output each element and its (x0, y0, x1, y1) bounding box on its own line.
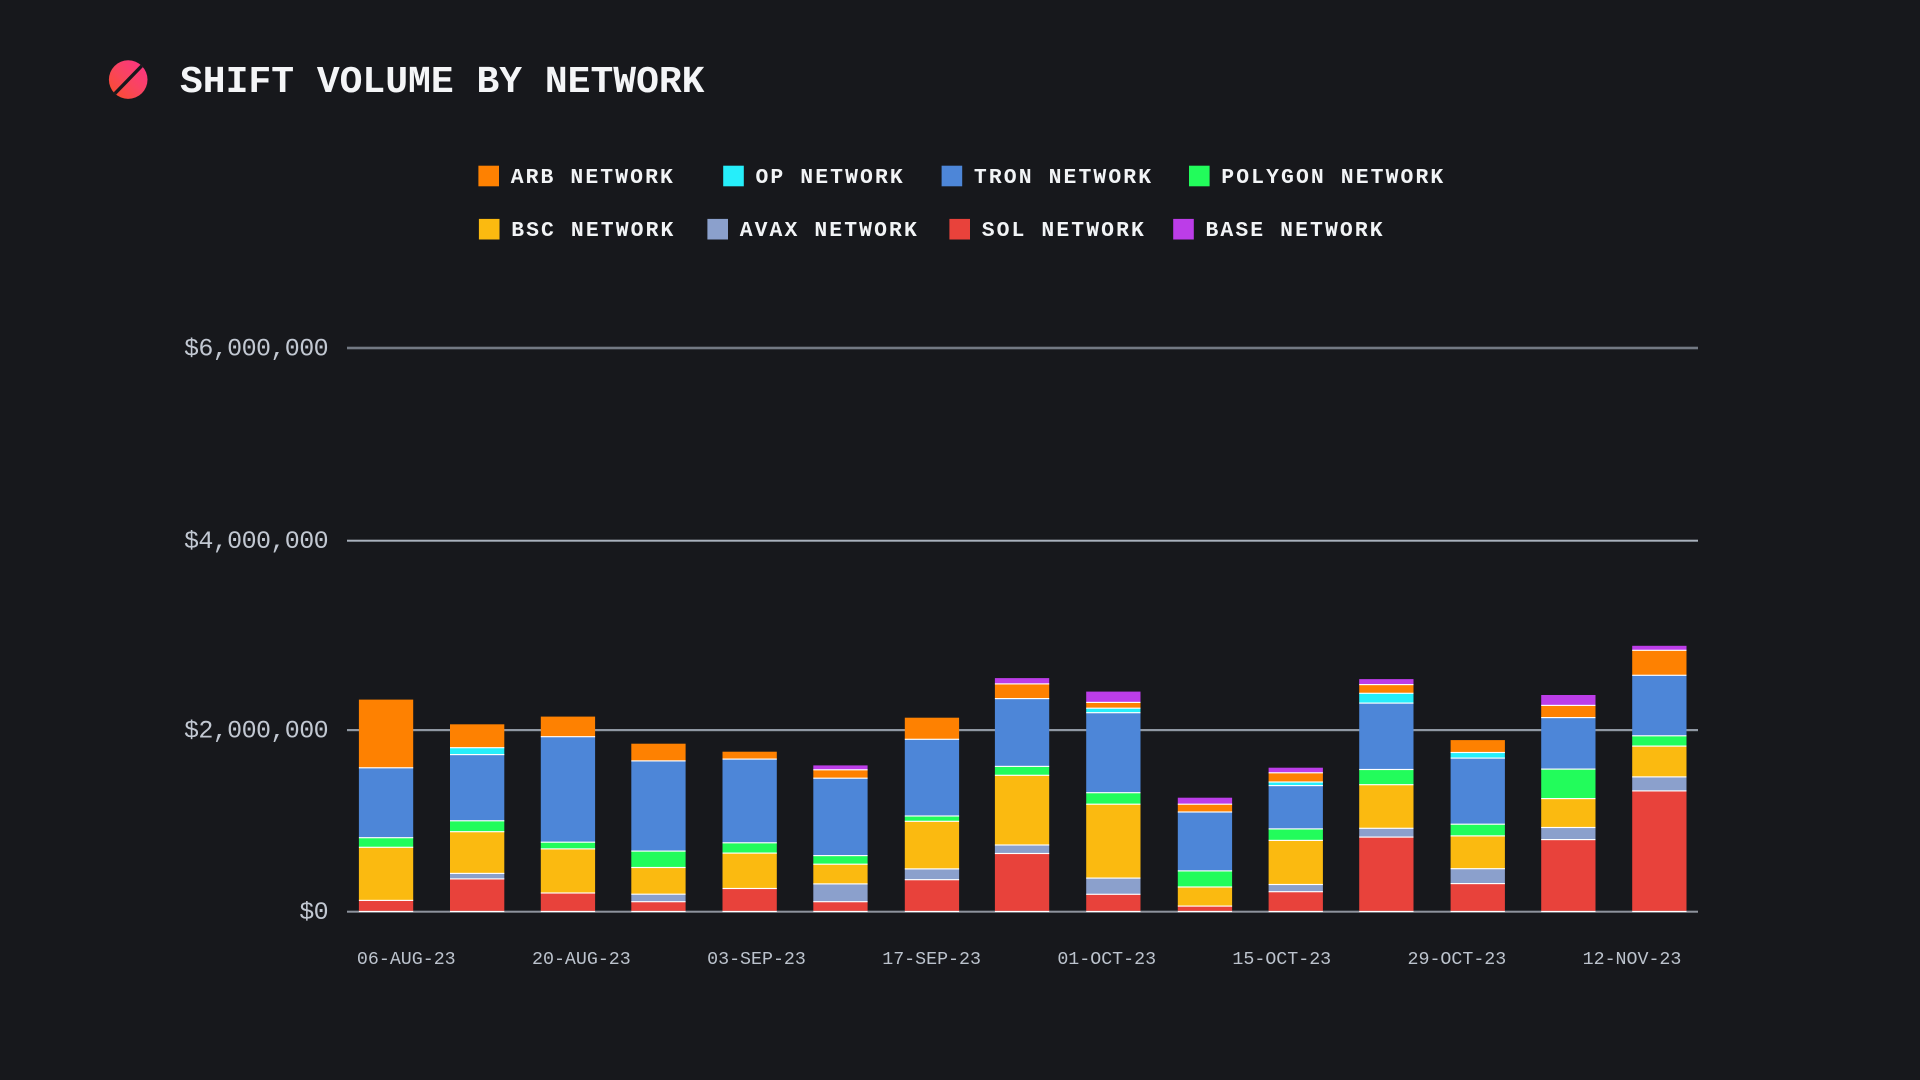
svg-text:ARB NETWORK: ARB NETWORK (511, 166, 675, 190)
svg-text:$6,000,000: $6,000,000 (184, 334, 328, 363)
svg-text:BSC NETWORK: BSC NETWORK (511, 219, 675, 243)
svg-text:20-AUG-23: 20-AUG-23 (532, 950, 631, 970)
svg-text:$2,000,000: $2,000,000 (184, 717, 328, 746)
svg-text:SHIFT VOLUME BY NETWORK: SHIFT VOLUME BY NETWORK (180, 61, 705, 104)
svg-text:AVAX NETWORK: AVAX NETWORK (740, 219, 919, 243)
svg-text:POLYGON NETWORK: POLYGON NETWORK (1221, 166, 1445, 190)
svg-text:BASE NETWORK: BASE NETWORK (1206, 219, 1385, 243)
svg-text:$4,000,000: $4,000,000 (184, 527, 328, 556)
svg-text:$0: $0 (299, 898, 328, 927)
svg-text:SOL NETWORK: SOL NETWORK (982, 219, 1146, 243)
svg-text:01-OCT-23: 01-OCT-23 (1057, 950, 1156, 970)
svg-text:OP NETWORK: OP NETWORK (756, 166, 905, 190)
svg-text:17-SEP-23: 17-SEP-23 (882, 950, 981, 970)
svg-text:TRON NETWORK: TRON NETWORK (974, 166, 1153, 190)
svg-text:06-AUG-23: 06-AUG-23 (357, 950, 456, 970)
svg-text:15-OCT-23: 15-OCT-23 (1232, 950, 1331, 970)
svg-text:03-SEP-23: 03-SEP-23 (707, 950, 806, 970)
svg-text:12-NOV-23: 12-NOV-23 (1583, 950, 1682, 970)
svg-text:29-OCT-23: 29-OCT-23 (1408, 950, 1507, 970)
